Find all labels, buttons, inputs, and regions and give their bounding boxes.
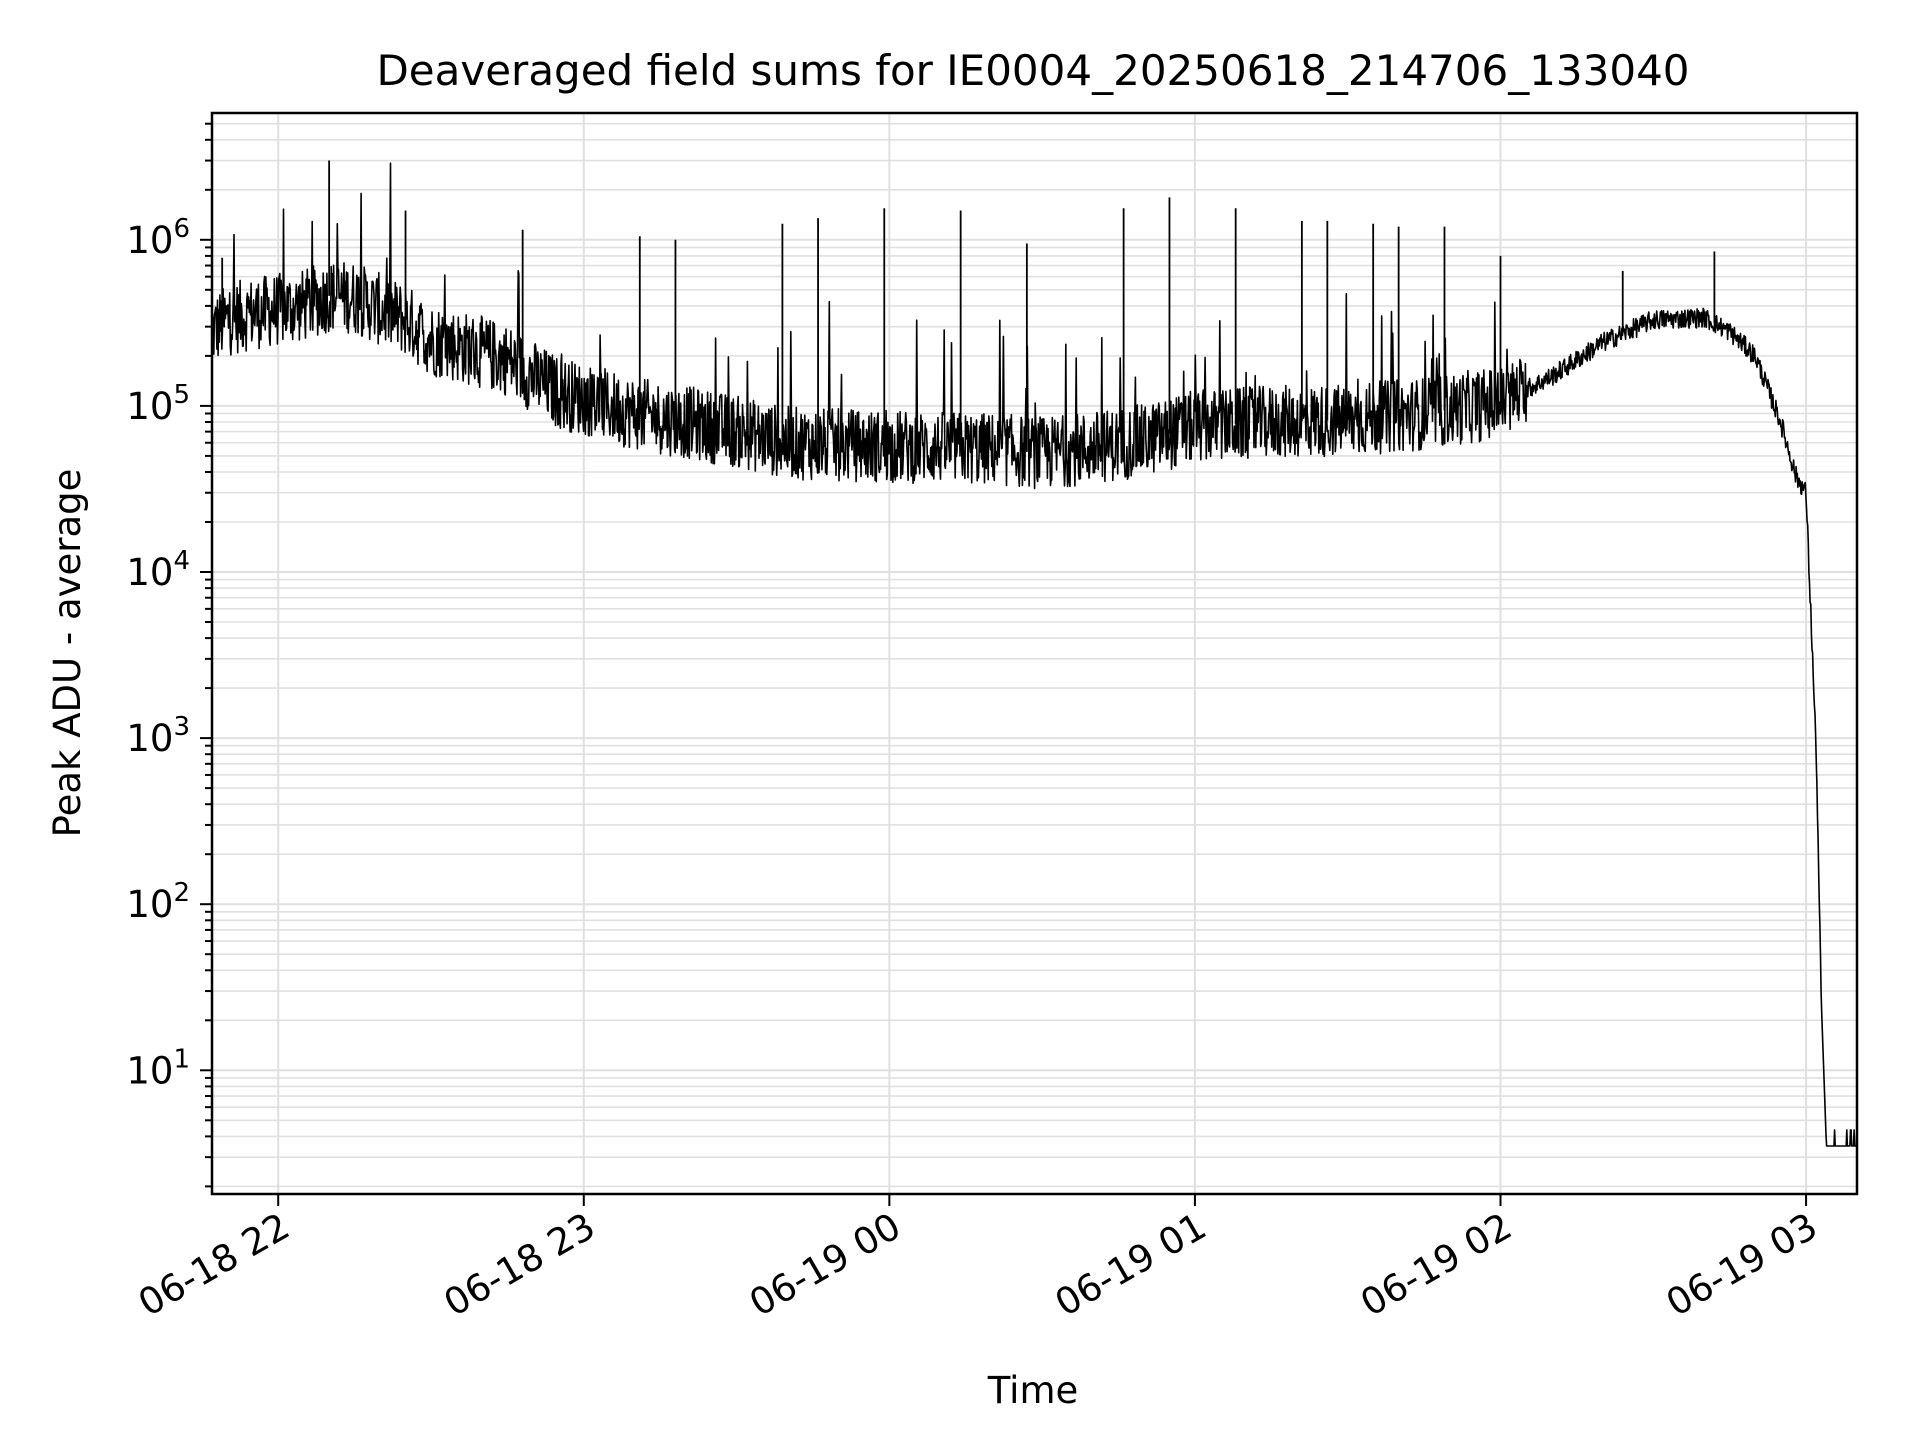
series-line [211,162,1857,1147]
chart-title: Deaveraged field sums for IE0004_2025061… [376,46,1689,95]
y-tick-label: 102 [126,878,190,926]
x-tick-label: 06-19 00 [742,1205,908,1325]
x-tick-label: 06-19 02 [1353,1205,1519,1325]
grid [212,113,1857,1194]
x-tick-label: 06-18 23 [437,1205,603,1325]
y-tick-label: 105 [126,380,190,428]
y-tick-label: 103 [126,712,190,760]
y-axis: 101 102 103 104 105 106 [126,122,212,1188]
y-tick-label: 106 [126,214,190,262]
x-tick-label: 06-19 03 [1659,1205,1825,1325]
x-tick-label: 06-18 22 [131,1205,297,1325]
plot-frame [210,111,1859,1196]
y-tick-label: 104 [126,546,190,594]
y-tick-label: 101 [126,1044,190,1092]
x-axis-label: Time [987,1369,1079,1412]
y-axis-label: Peak ADU - average [46,469,89,838]
x-axis: 06-18 22 06-18 23 06-19 00 06-19 01 06-19 02… [131,1194,1825,1325]
x-tick-label: 06-19 01 [1048,1205,1214,1325]
